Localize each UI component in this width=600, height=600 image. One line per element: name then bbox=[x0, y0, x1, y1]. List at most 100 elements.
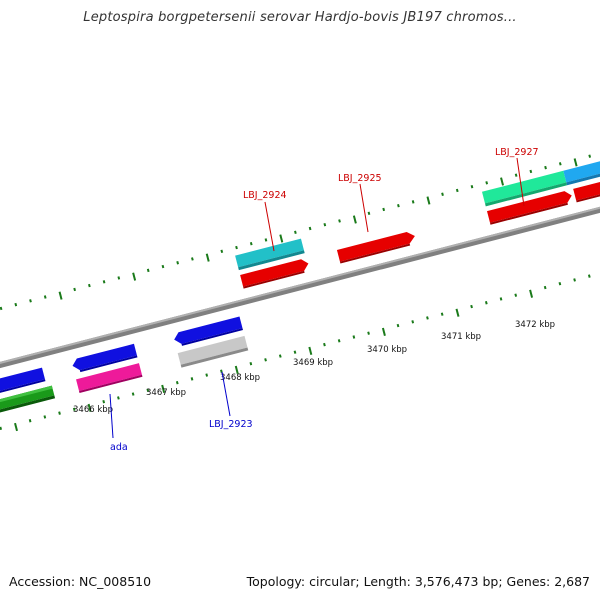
ruler-labels: 3466 kbp 3467 kbp 3468 kbp 3469 kbp 3470… bbox=[73, 320, 555, 415]
ruler-minor-tick bbox=[397, 203, 400, 208]
ruler-minor-tick bbox=[558, 162, 562, 166]
ruler-bottom-ticks bbox=[0, 274, 591, 432]
ruler-minor-tick bbox=[28, 419, 32, 423]
ruler-label-3466: 3466 kbp bbox=[73, 405, 113, 415]
ruler-minor-tick bbox=[146, 268, 150, 273]
gene-green-left[interactable] bbox=[0, 385, 56, 415]
gene-red-next[interactable] bbox=[573, 178, 600, 203]
ruler-minor-tick bbox=[367, 211, 371, 215]
gene-lbj2927[interactable] bbox=[486, 190, 574, 225]
ruler-major-tick bbox=[308, 346, 313, 355]
leader-lbj2927 bbox=[516, 157, 525, 207]
ruler-minor-tick bbox=[161, 264, 165, 269]
gene-label-lbj2924[interactable]: LBJ_2924 bbox=[243, 190, 287, 201]
ruler-minor-tick bbox=[470, 184, 474, 189]
gene-sky-next[interactable] bbox=[563, 160, 600, 186]
ruler-minor-tick bbox=[29, 299, 32, 303]
gene-label-ada[interactable]: ada bbox=[110, 442, 128, 453]
gene-lbj2924-teal[interactable] bbox=[235, 238, 305, 271]
ruler-major-tick bbox=[205, 253, 210, 262]
ruler-minor-tick bbox=[499, 297, 503, 301]
leader-lbj2923 bbox=[221, 371, 231, 417]
ruler-minor-tick bbox=[558, 282, 562, 286]
ruler-minor-tick bbox=[102, 280, 106, 284]
ruler-minor-tick bbox=[249, 361, 253, 366]
ruler-minor-tick bbox=[175, 380, 179, 385]
gene-blue-left[interactable] bbox=[0, 367, 46, 397]
gene-ada[interactable] bbox=[76, 363, 143, 393]
ruler-minor-tick bbox=[88, 283, 91, 288]
ruler-major-tick bbox=[132, 272, 137, 281]
ruler-major-tick bbox=[58, 291, 63, 300]
ruler-minor-tick bbox=[308, 226, 312, 231]
ruler-label-3467: 3467 kbp bbox=[146, 388, 186, 398]
ruler-minor-tick bbox=[146, 388, 150, 392]
gene-label-lbj2927[interactable]: LBJ_2927 bbox=[495, 147, 539, 158]
ruler-minor-tick bbox=[0, 306, 3, 311]
ruler-minor-tick bbox=[249, 242, 253, 246]
ruler-minor-tick bbox=[352, 335, 356, 339]
ruler-minor-tick bbox=[131, 392, 135, 396]
ruler-label-3469: 3469 kbp bbox=[293, 358, 333, 368]
ruler-minor-tick bbox=[544, 165, 547, 170]
ruler-label-3470: 3470 kbp bbox=[367, 345, 407, 355]
ruler-major-tick bbox=[234, 365, 239, 374]
ruler-major-tick bbox=[161, 384, 166, 394]
ruler-minor-tick bbox=[14, 302, 18, 307]
ruler-major-tick bbox=[455, 308, 460, 317]
ruler-minor-tick bbox=[588, 154, 592, 158]
ruler-minor-tick bbox=[117, 276, 121, 280]
ruler-label-3472: 3472 kbp bbox=[515, 320, 555, 330]
ruler-major-tick bbox=[352, 215, 357, 224]
ruler-minor-tick bbox=[485, 181, 489, 185]
ruler-top-ticks bbox=[0, 154, 592, 311]
ruler-minor-tick bbox=[484, 301, 488, 305]
ruler-minor-tick bbox=[190, 377, 194, 381]
ruler-minor-tick bbox=[323, 223, 327, 227]
ruler-minor-tick bbox=[411, 200, 415, 204]
ruler-minor-tick bbox=[338, 219, 341, 223]
genome-stats-text: Topology: circular; Length: 3,576,473 bp… bbox=[246, 574, 590, 589]
ruler-minor-tick bbox=[529, 169, 533, 174]
ruler-minor-tick bbox=[514, 293, 518, 297]
ruler-minor-tick bbox=[117, 396, 120, 400]
gene-lbj2923[interactable] bbox=[173, 316, 243, 347]
ruler-minor-tick bbox=[264, 358, 267, 362]
ruler-major-tick bbox=[426, 196, 431, 205]
ruler-minor-tick bbox=[58, 411, 61, 415]
ruler-minor-tick bbox=[367, 331, 370, 335]
accession-text: Accession: NC_008510 bbox=[9, 574, 152, 589]
ruler-major-tick bbox=[529, 289, 534, 298]
ruler-minor-tick bbox=[382, 207, 386, 212]
ruler-minor-tick bbox=[411, 320, 415, 324]
ruler-major-tick bbox=[573, 158, 578, 167]
ruler-minor-tick bbox=[293, 350, 297, 354]
ruler-minor-tick bbox=[0, 426, 3, 431]
gene-label-lbj2925[interactable]: LBJ_2925 bbox=[338, 173, 382, 184]
ruler-minor-tick bbox=[176, 261, 180, 265]
ruler-minor-tick bbox=[543, 285, 547, 290]
ruler-minor-tick bbox=[441, 192, 444, 196]
gene-ada-blue[interactable] bbox=[71, 343, 138, 374]
ruler-minor-tick bbox=[514, 173, 518, 177]
ruler-minor-tick bbox=[191, 257, 194, 261]
gene-lbj2927-mint[interactable] bbox=[481, 170, 568, 207]
gene-lbj2924[interactable] bbox=[240, 258, 310, 289]
ruler-minor-tick bbox=[278, 354, 282, 358]
ruler-minor-tick bbox=[323, 342, 326, 347]
ruler-minor-tick bbox=[43, 295, 47, 299]
leader-lbj2924 bbox=[264, 201, 275, 252]
ruler-minor-tick bbox=[43, 415, 47, 419]
ruler-minor-tick bbox=[235, 245, 238, 250]
gene-lbj2923-grey[interactable] bbox=[177, 335, 249, 368]
ruler-minor-tick bbox=[337, 339, 341, 343]
ruler-minor-tick bbox=[440, 312, 444, 316]
ruler-minor-tick bbox=[72, 407, 76, 412]
ruler-minor-tick bbox=[294, 230, 297, 235]
gene-label-lbj2923[interactable]: LBJ_2923 bbox=[209, 419, 253, 430]
ruler-minor-tick bbox=[205, 373, 209, 377]
gene-lbj2925[interactable] bbox=[336, 230, 417, 264]
leader-lbj2925 bbox=[359, 183, 369, 233]
ruler-major-tick bbox=[279, 234, 284, 243]
